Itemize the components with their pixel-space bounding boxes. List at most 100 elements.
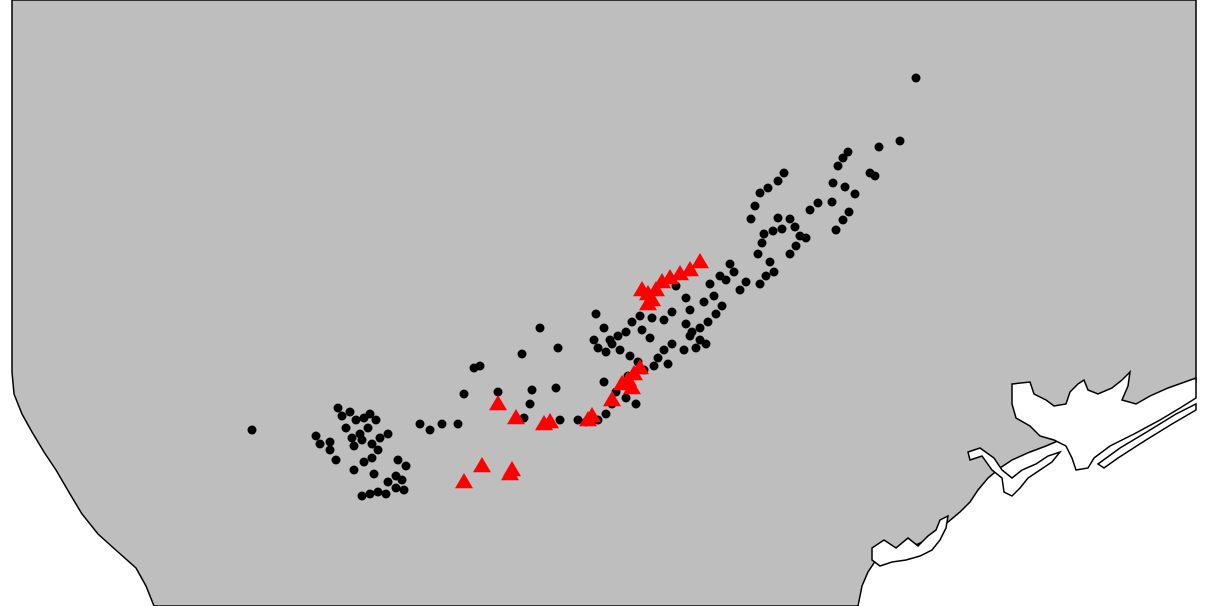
circle-marker (635, 311, 645, 321)
circle-marker (325, 445, 335, 455)
circle-marker (790, 222, 800, 232)
circle-marker (691, 343, 701, 353)
circle-marker (365, 489, 375, 499)
circle-marker (663, 359, 673, 369)
circle-marker (645, 333, 655, 343)
circle-marker (759, 229, 769, 239)
circle-marker (870, 171, 880, 181)
circle-marker (711, 309, 721, 319)
triangle-marker (671, 265, 689, 281)
circle-marker (741, 277, 751, 287)
circle-marker (369, 469, 379, 479)
circle-marker (599, 323, 609, 333)
triangle-marker (603, 391, 621, 407)
circle-marker (363, 423, 373, 433)
circle-marker (333, 403, 343, 413)
circle-marker (729, 267, 739, 277)
circle-marker (805, 205, 815, 215)
circle-marker (527, 385, 537, 395)
triangle-marker (489, 395, 507, 411)
circle-marker (349, 441, 359, 451)
circle-marker (589, 335, 599, 345)
circle-marker (367, 453, 377, 463)
coastline (871, 369, 1197, 567)
circle-marker (345, 407, 355, 417)
circle-marker (553, 343, 563, 353)
circle-marker (613, 331, 623, 341)
circle-marker (667, 339, 677, 349)
circle-marker (337, 411, 347, 421)
triangle-marker (535, 415, 553, 431)
circle-marker (401, 461, 411, 471)
circle-marker (895, 136, 905, 146)
land-area (11, 0, 1197, 606)
circle-marker (621, 393, 631, 403)
circle-marker (653, 353, 663, 363)
circle-marker (365, 409, 375, 419)
circle-marker (827, 197, 837, 207)
circle-marker (769, 267, 779, 277)
triangle-marker (473, 457, 491, 473)
circle-marker (659, 315, 669, 325)
circle-marker (785, 214, 795, 224)
circle-marker (325, 437, 335, 447)
triangle-marker (579, 411, 597, 427)
circle-marker (838, 215, 848, 225)
circle-marker (777, 224, 787, 234)
circle-marker (399, 485, 409, 495)
circle-marker (525, 399, 535, 409)
circle-marker (753, 249, 763, 259)
circle-marker (381, 489, 391, 499)
circle-marker (679, 345, 689, 355)
circle-marker (599, 377, 609, 387)
circle-marker (357, 435, 367, 445)
circle-marker (801, 233, 811, 243)
circle-marker (667, 307, 677, 317)
triangle-marker (623, 379, 641, 395)
triangle-marker (613, 375, 631, 391)
circle-marker (699, 297, 709, 307)
circle-marker (493, 387, 503, 397)
circle-marker (838, 153, 848, 163)
circle-marker (761, 271, 771, 281)
circle-marker (647, 313, 657, 323)
circle-marker (649, 361, 659, 371)
circle-marker (535, 323, 545, 333)
circle-marker (746, 214, 756, 224)
circle-marker (844, 207, 854, 217)
circle-marker (415, 419, 425, 429)
circle-marker (831, 225, 841, 235)
circle-marker (375, 433, 385, 443)
circle-marker (593, 343, 603, 353)
circle-marker (765, 257, 775, 267)
circle-marker (813, 198, 823, 208)
circle-marker (750, 201, 760, 211)
circle-marker (453, 419, 463, 429)
circle-marker (768, 226, 778, 236)
circle-marker (517, 349, 527, 359)
circle-marker (601, 347, 611, 357)
water-inlet-1 (1011, 369, 1197, 471)
circle-marker (695, 323, 705, 333)
circle-marker (685, 305, 695, 315)
circle-marker (791, 241, 801, 251)
circle-marker (631, 399, 641, 409)
circle-marker (459, 389, 469, 399)
circle-marker (773, 213, 783, 223)
circle-marker (621, 327, 631, 337)
circle-marker (681, 319, 691, 329)
circle-marker (351, 415, 361, 425)
circle-marker (717, 301, 727, 311)
circle-marker (391, 483, 401, 493)
circle-marker (755, 279, 765, 289)
circle-marker (911, 73, 921, 83)
circle-marker (659, 345, 669, 355)
circle-marker (773, 176, 783, 186)
circle-marker (850, 189, 860, 199)
circle-marker (383, 477, 393, 487)
circle-marker (779, 168, 789, 178)
circle-marker (383, 429, 393, 439)
circle-marker (874, 142, 884, 152)
